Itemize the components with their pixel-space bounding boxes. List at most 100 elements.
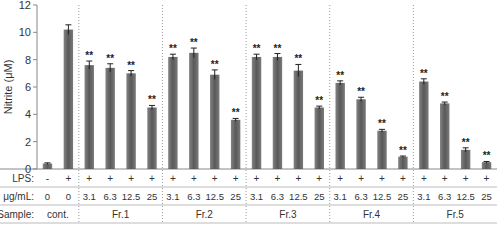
error-bar bbox=[86, 61, 92, 69]
group-label: Fr.4 bbox=[363, 209, 381, 220]
lps-cell: + bbox=[295, 173, 301, 184]
error-cap bbox=[65, 24, 71, 25]
error-bar bbox=[484, 161, 490, 162]
group-label: Fr.5 bbox=[447, 209, 465, 220]
bar bbox=[85, 65, 94, 169]
lps-cell: + bbox=[316, 173, 322, 184]
lps-cell: + bbox=[107, 173, 113, 184]
significance: ** bbox=[378, 118, 386, 129]
group-separator bbox=[413, 5, 414, 223]
bar bbox=[105, 68, 114, 169]
lps-cell: + bbox=[128, 173, 134, 184]
bar bbox=[252, 57, 261, 169]
lps-cell: + bbox=[170, 173, 176, 184]
bar bbox=[64, 30, 73, 169]
bar bbox=[419, 82, 428, 169]
significance: ** bbox=[420, 68, 428, 79]
significance: ** bbox=[169, 43, 177, 54]
bar bbox=[398, 157, 407, 169]
error-line bbox=[340, 81, 341, 85]
significance: ** bbox=[127, 60, 135, 71]
lps-cell: + bbox=[463, 173, 469, 184]
error-bar bbox=[421, 79, 427, 84]
group-label: Fr.2 bbox=[196, 209, 214, 220]
y-axis-label: Nitrite (μM) bbox=[2, 60, 14, 115]
error-line bbox=[131, 71, 132, 76]
significance: ** bbox=[294, 53, 302, 64]
y-tick bbox=[33, 87, 37, 88]
y-tick-label: 2 bbox=[25, 136, 31, 148]
row-label: LPS: bbox=[12, 173, 34, 184]
significance: ** bbox=[399, 145, 407, 156]
significance: ** bbox=[483, 150, 491, 161]
bar bbox=[461, 150, 470, 169]
lps-cell: + bbox=[275, 173, 281, 184]
y-tick bbox=[33, 141, 37, 142]
error-bar bbox=[337, 81, 343, 85]
error-line bbox=[68, 25, 69, 35]
group-separator bbox=[329, 5, 330, 223]
error-line bbox=[256, 54, 257, 59]
bar bbox=[210, 75, 219, 169]
x-tick-label: 0 bbox=[45, 191, 50, 202]
x-tick-label: 3.1 bbox=[417, 191, 430, 202]
y-tick bbox=[33, 114, 37, 115]
error-bar bbox=[463, 148, 469, 152]
lps-cell: + bbox=[191, 173, 197, 184]
bar bbox=[482, 162, 491, 169]
x-tick-label: 12.5 bbox=[373, 191, 392, 202]
x-tick-label: 6.3 bbox=[271, 191, 284, 202]
lps-cell: + bbox=[421, 173, 427, 184]
x-tick-label: 25 bbox=[147, 191, 158, 202]
error-bar bbox=[254, 54, 260, 59]
bar bbox=[335, 83, 344, 169]
error-line bbox=[89, 61, 90, 69]
lps-cell: + bbox=[442, 173, 448, 184]
significance: ** bbox=[148, 94, 156, 105]
bar bbox=[377, 131, 386, 169]
bar bbox=[231, 120, 240, 169]
bar bbox=[315, 108, 324, 170]
lps-cell: + bbox=[254, 173, 260, 184]
bar bbox=[126, 73, 135, 169]
significance: ** bbox=[441, 91, 449, 102]
x-tick-label: 25 bbox=[314, 191, 325, 202]
significance: ** bbox=[190, 37, 198, 48]
x-tick-label: 12.5 bbox=[289, 191, 308, 202]
table-line bbox=[0, 223, 497, 224]
error-line bbox=[110, 64, 111, 72]
lps-cell: + bbox=[379, 173, 385, 184]
significance: ** bbox=[232, 107, 240, 118]
group-separator bbox=[246, 5, 247, 223]
group-separator bbox=[78, 5, 79, 223]
significance: ** bbox=[274, 43, 282, 54]
table-line bbox=[0, 205, 497, 206]
group-separator bbox=[162, 5, 163, 223]
group-label: cont. bbox=[47, 209, 69, 220]
x-tick-label: 12.5 bbox=[205, 191, 224, 202]
bars bbox=[43, 25, 492, 169]
bar bbox=[189, 53, 198, 169]
error-bar bbox=[107, 64, 113, 72]
error-bar bbox=[400, 156, 406, 157]
chart: 024681012Nitrite (μM)*******************… bbox=[0, 0, 500, 227]
error-line bbox=[423, 79, 424, 84]
error-line bbox=[152, 105, 153, 109]
bar bbox=[168, 57, 177, 169]
group-label: Fr.3 bbox=[279, 209, 297, 220]
y-tick bbox=[33, 59, 37, 60]
group-label: Fr.1 bbox=[112, 209, 130, 220]
significance: ** bbox=[106, 53, 114, 64]
x-tick-label: 6.3 bbox=[354, 191, 367, 202]
row-label: Sample: bbox=[0, 209, 34, 220]
error-bar bbox=[358, 97, 364, 101]
bar bbox=[294, 71, 303, 169]
lps-cell: + bbox=[484, 173, 490, 184]
error-bar bbox=[274, 54, 280, 61]
y-tick-label: 12 bbox=[19, 0, 31, 11]
error-line bbox=[465, 148, 466, 152]
lps-cell: + bbox=[337, 173, 343, 184]
y-tick-label: 8 bbox=[25, 54, 31, 66]
y-tick bbox=[33, 32, 37, 33]
lps-cell: + bbox=[86, 173, 92, 184]
